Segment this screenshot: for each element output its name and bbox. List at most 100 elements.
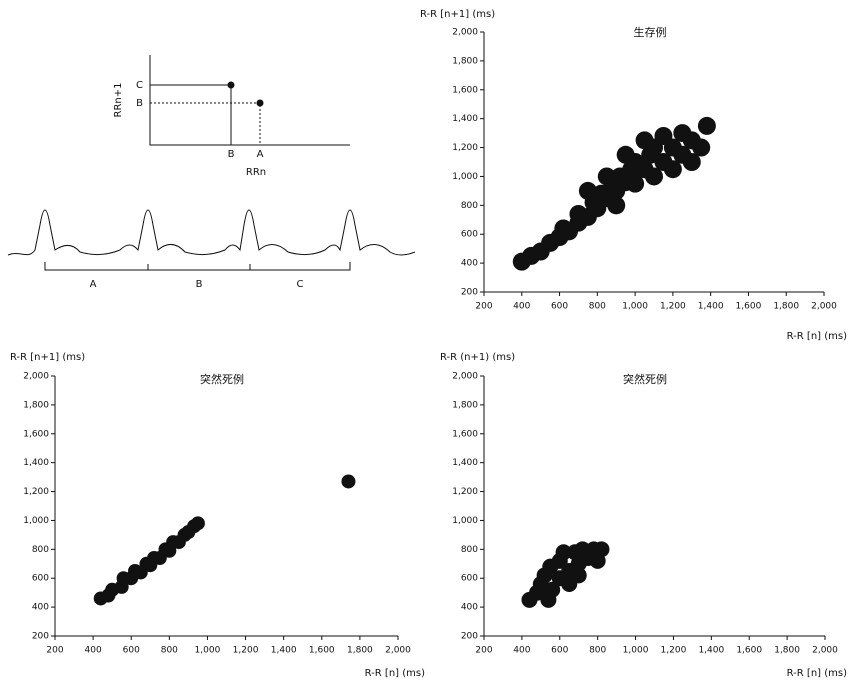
point xyxy=(692,138,711,157)
x-tick-label: 1,000 xyxy=(622,302,648,312)
x-tick-label: 800 xyxy=(589,302,606,312)
diagram-y-point: B xyxy=(136,98,143,109)
y-axis-label: R-R [n+1] (ms) xyxy=(10,352,85,363)
y-tick-label: 800 xyxy=(461,545,478,555)
x-axis-label: R-R [n] (ms) xyxy=(365,668,425,679)
x-tick-label: 800 xyxy=(589,646,606,656)
x-tick-label: 1,800 xyxy=(347,646,373,656)
chart-title: 突然死例 xyxy=(623,372,667,386)
y-tick-label: 400 xyxy=(461,259,478,269)
y-tick-label: 1,200 xyxy=(23,487,49,497)
x-tick-label: 1,200 xyxy=(661,646,687,656)
x-tick-label: 600 xyxy=(551,646,568,656)
point xyxy=(597,167,616,186)
point xyxy=(616,145,635,164)
point xyxy=(593,541,610,558)
point xyxy=(555,544,572,561)
y-tick-label: 200 xyxy=(32,632,49,642)
y-tick-label: 1,800 xyxy=(452,56,478,66)
y-tick-label: 1,800 xyxy=(23,400,49,410)
x-tick-label: 1,000 xyxy=(623,646,649,656)
y-tick-label: 1,800 xyxy=(452,400,478,410)
y-tick-label: 800 xyxy=(32,545,49,555)
point xyxy=(697,116,716,135)
x-tick-label: 1,800 xyxy=(773,302,799,312)
y-tick-label: 1,600 xyxy=(452,85,478,95)
point xyxy=(663,160,682,179)
chart-title: 生存例 xyxy=(634,25,667,39)
x-tick-label: 800 xyxy=(161,646,178,656)
y-tick-label: 1,600 xyxy=(23,429,49,439)
diagram-y-point: C xyxy=(136,80,143,91)
x-tick-label: 1,600 xyxy=(309,646,335,656)
interval-label: A xyxy=(90,279,97,290)
y-tick-label: 200 xyxy=(461,632,478,642)
y-tick-label: 2,000 xyxy=(23,372,49,382)
diagram xyxy=(7,55,416,271)
x-tick-label: 1,400 xyxy=(698,646,724,656)
y-tick-label: 1,400 xyxy=(23,458,49,468)
x-tick-label: 200 xyxy=(475,646,492,656)
x-tick-label: 1,000 xyxy=(195,646,221,656)
point xyxy=(635,131,654,150)
x-tick-label: 600 xyxy=(551,302,568,312)
ecg-trace xyxy=(7,209,416,256)
x-tick-label: 400 xyxy=(513,302,530,312)
point xyxy=(645,167,663,186)
diagram-x-label: RRn xyxy=(246,167,266,178)
y-axis-label: R-R (n+1) (ms) xyxy=(440,352,515,363)
y-tick-label: 1,000 xyxy=(452,172,478,182)
y-tick-label: 400 xyxy=(461,603,478,613)
interval-label: C xyxy=(297,279,304,290)
x-axis-label: R-R [n] (ms) xyxy=(787,668,847,679)
point xyxy=(540,591,557,608)
x-tick-label: 400 xyxy=(85,646,102,656)
point xyxy=(626,174,645,193)
x-tick-label: 200 xyxy=(475,302,492,312)
chart-title: 突然死例 xyxy=(200,372,244,386)
point xyxy=(654,127,673,145)
y-tick-label: 2,000 xyxy=(452,28,478,38)
diagram-axes xyxy=(149,55,350,146)
y-tick-label: 600 xyxy=(461,230,478,240)
y-tick-label: 200 xyxy=(461,288,478,298)
x-tick-label: 1,200 xyxy=(660,302,686,312)
point-a xyxy=(256,99,264,107)
c-guide xyxy=(150,84,232,145)
y-tick-label: 2,000 xyxy=(452,372,478,382)
x-axis-label: R-R [n] (ms) xyxy=(787,331,847,342)
x-tick-label: 1,400 xyxy=(698,302,724,312)
interval-label: B xyxy=(196,279,203,290)
x-tick-label: 2,000 xyxy=(812,646,838,656)
y-tick-label: 1,400 xyxy=(452,458,478,468)
y-tick-label: 1,400 xyxy=(452,114,478,124)
y-tick-label: 1,200 xyxy=(452,143,478,153)
y-tick-label: 800 xyxy=(461,201,478,211)
diagram-y-label: RRn+1 xyxy=(113,83,124,118)
interval-bracket xyxy=(44,262,351,271)
point xyxy=(682,153,701,171)
point xyxy=(607,196,626,215)
x-tick-label: 2,000 xyxy=(385,646,411,656)
point xyxy=(190,516,205,531)
y-tick-label: 600 xyxy=(32,574,49,584)
b-guide xyxy=(150,102,261,145)
point xyxy=(570,567,587,584)
x-tick-label: 400 xyxy=(513,646,530,656)
x-tick-label: 1,600 xyxy=(736,302,762,312)
point xyxy=(341,474,356,489)
y-tick-label: 1,600 xyxy=(452,429,478,439)
point xyxy=(578,181,597,200)
y-axis-label: R-R [n+1] (ms) xyxy=(420,9,495,20)
x-tick-label: 2,000 xyxy=(811,302,837,312)
diagram-x-point: A xyxy=(257,149,264,160)
y-tick-label: 400 xyxy=(32,603,49,613)
y-tick-label: 1,200 xyxy=(452,487,478,497)
x-tick-label: 1,200 xyxy=(233,646,259,656)
x-tick-label: 200 xyxy=(46,646,63,656)
x-tick-label: 1,800 xyxy=(774,646,800,656)
x-tick-label: 1,600 xyxy=(736,646,762,656)
diagram-x-point: B xyxy=(228,149,235,160)
point xyxy=(673,124,692,143)
